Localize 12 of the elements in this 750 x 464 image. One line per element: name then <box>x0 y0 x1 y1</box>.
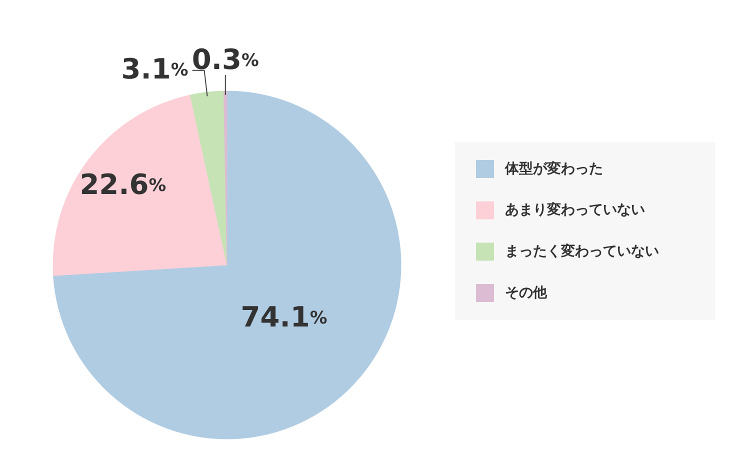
pie-slice <box>53 94 228 276</box>
legend-label: まったく変わっていない <box>505 242 659 260</box>
data-label: 0.3% <box>192 42 259 76</box>
legend-label: 体型が変わった <box>504 160 603 177</box>
pie-slice <box>53 90 402 440</box>
data-label: 3.1% <box>121 52 188 85</box>
legend-label: その他 <box>505 284 548 301</box>
data-label: 74.1% <box>240 300 328 334</box>
legend-label: あまり変わっていない <box>505 201 645 218</box>
data-label: 22.6% <box>80 168 166 201</box>
pie-slice <box>190 90 228 266</box>
pie-slice <box>223 90 228 266</box>
